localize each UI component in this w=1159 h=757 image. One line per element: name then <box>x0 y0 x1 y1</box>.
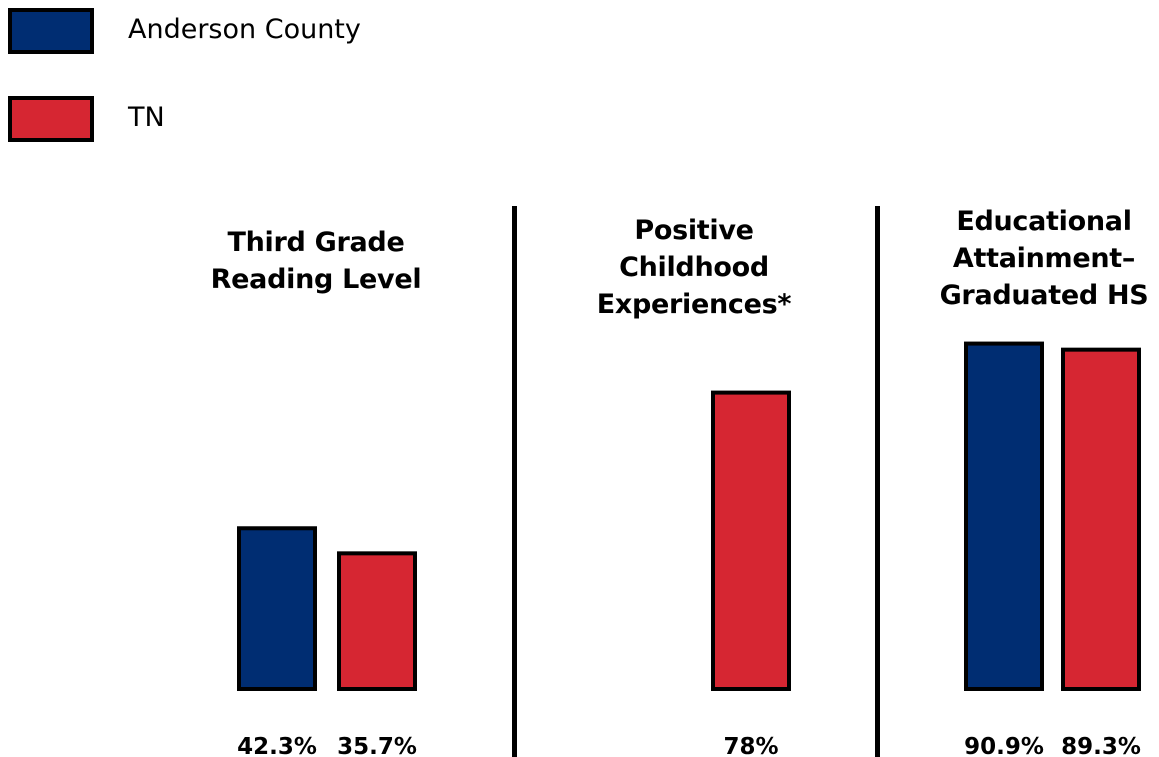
bar-tn-positive-childhood-experiences <box>711 390 791 691</box>
panel-title-line: Third Grade <box>227 227 405 258</box>
panel-title-line: Educational <box>956 206 1132 237</box>
panel-title-line: Childhood <box>619 252 769 283</box>
panel-title-line: Reading Level <box>210 264 422 295</box>
panel-title-positive-childhood: Positive Childhood Experiences* <box>574 212 814 323</box>
legend-swatch-anderson-county <box>8 8 94 54</box>
value-label-tn-positive-childhood-experiences: 78% <box>723 734 778 757</box>
bar-tn-educational-attainment-graduated-hs <box>1061 347 1141 691</box>
panel-title-educational-attainment: Educational Attainment– Graduated HS <box>930 203 1158 314</box>
bar-anderson-county-educational-attainment-graduated-hs <box>964 341 1044 691</box>
value-label-anderson-county-third-grade-reading-level: 42.3% <box>237 734 317 757</box>
legend-swatch-tn <box>8 96 94 142</box>
panel-title-line: Experiences* <box>596 289 792 320</box>
bar-anderson-county-third-grade-reading-level <box>237 526 317 692</box>
panel-title-line: Graduated HS <box>939 280 1149 311</box>
panel-divider-right <box>875 206 880 757</box>
value-label-anderson-county-educational-attainment-graduated-hs: 90.9% <box>964 734 1044 757</box>
value-label-tn-educational-attainment-graduated-hs: 89.3% <box>1061 734 1141 757</box>
legend-label-anderson-county: Anderson County <box>128 14 361 45</box>
panel-divider-left <box>512 206 517 757</box>
panel-title-line: Attainment– <box>952 243 1136 274</box>
value-label-tn-third-grade-reading-level: 35.7% <box>337 734 417 757</box>
bar-tn-third-grade-reading-level <box>337 551 417 692</box>
panel-title-line: Positive <box>634 215 754 246</box>
legend-label-tn: TN <box>128 102 165 133</box>
panel-title-third-grade: Third Grade Reading Level <box>196 224 436 298</box>
